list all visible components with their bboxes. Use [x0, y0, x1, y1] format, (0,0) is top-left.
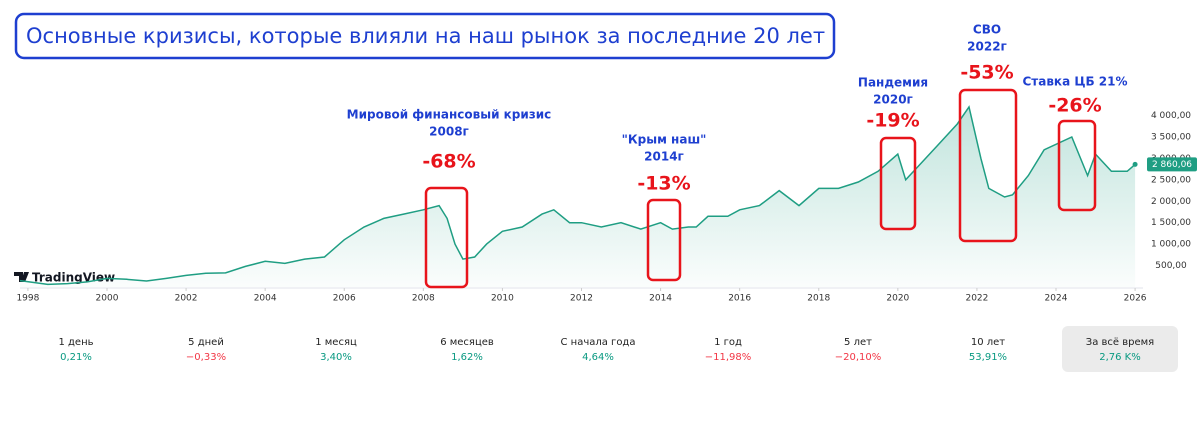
perf-value: 0,21% [60, 352, 92, 363]
chart-title: Основные кризисы, которые влияли на наш … [26, 24, 825, 48]
y-tick-label: 4 000,00 [1151, 111, 1191, 121]
crisis-change: -13% [637, 173, 690, 195]
crisis-change: -19% [866, 110, 919, 132]
perf-period: С начала года [561, 337, 636, 348]
x-tick-label: 2022 [965, 294, 988, 304]
x-tick-label: 2020 [886, 294, 909, 304]
crisis-change: -68% [422, 151, 475, 173]
y-tick-label: 2 500,00 [1151, 175, 1191, 185]
perf-value: −20,10% [835, 352, 882, 363]
current-value-tag [1147, 157, 1197, 172]
crisis-label: 2008г [429, 125, 469, 139]
y-tick-label: 2 000,00 [1151, 197, 1191, 207]
y-tick-label: 3 500,00 [1151, 132, 1191, 142]
perf-value: 4,64% [582, 352, 614, 363]
perf-period: 5 дней [188, 337, 224, 348]
crisis-label: Мировой финансовый кризис [347, 108, 552, 122]
crisis-change: -53% [960, 62, 1013, 84]
area-fill [20, 107, 1136, 287]
x-tick-label: 2006 [333, 294, 356, 304]
x-tick-label: 2026 [1124, 294, 1147, 304]
x-tick-label: 2012 [570, 294, 593, 304]
crisis-change: -26% [1048, 95, 1101, 117]
perf-highlight [1062, 326, 1178, 372]
perf-period: 1 месяц [315, 337, 357, 348]
x-tick-label: 2000 [96, 294, 119, 304]
y-tick-label: 1 500,00 [1151, 218, 1191, 228]
x-tick-label: 2008 [412, 294, 435, 304]
x-tick-label: 2002 [175, 294, 198, 304]
x-tick-label: 2004 [254, 294, 277, 304]
perf-period: 5 лет [844, 337, 872, 348]
perf-value: 1,62% [451, 352, 483, 363]
crisis-label: 2014г [644, 150, 684, 164]
perf-value: −11,98% [705, 352, 752, 363]
current-value-label: 2 860,06 [1152, 160, 1192, 170]
x-tick-label: 2010 [491, 294, 514, 304]
perf-period: 1 год [714, 337, 742, 348]
title-box [14, 12, 836, 60]
x-tick-label: 2014 [649, 294, 672, 304]
last-point [1132, 161, 1138, 167]
perf-period: 10 лет [971, 337, 1005, 348]
crisis-box [646, 198, 682, 282]
crisis-label: 2022г [967, 40, 1007, 54]
crisis-box [1057, 119, 1097, 212]
perf-value: 2,76 K% [1099, 352, 1141, 363]
price-line [19, 105, 1136, 286]
crisis-label: "Крым наш" [622, 133, 707, 147]
crisis-label: Пандемия [858, 76, 928, 90]
perf-period: За всё время [1086, 337, 1154, 348]
x-tick-label: 2018 [807, 294, 830, 304]
crisis-box [879, 136, 917, 231]
perf-value: −0,33% [186, 352, 226, 363]
crisis-box [424, 186, 469, 289]
x-tick-label: 2016 [728, 294, 751, 304]
crisis-label: Ставка ЦБ 21% [1022, 75, 1127, 89]
perf-period: 1 день [58, 337, 93, 348]
logo-icon [14, 272, 29, 282]
perf-period: 6 месяцев [440, 337, 494, 348]
crisis-label: 2020г [873, 93, 913, 107]
perf-value: 53,91% [969, 352, 1007, 363]
crisis-label: СВО [973, 23, 1001, 37]
x-tick-label: 2024 [1045, 294, 1068, 304]
y-tick-label: 1 000,00 [1151, 240, 1191, 250]
crisis-box [958, 88, 1018, 243]
perf-value: 3,40% [320, 352, 352, 363]
y-tick-label: 500,00 [1155, 261, 1187, 271]
x-tick-label: 1998 [16, 294, 39, 304]
